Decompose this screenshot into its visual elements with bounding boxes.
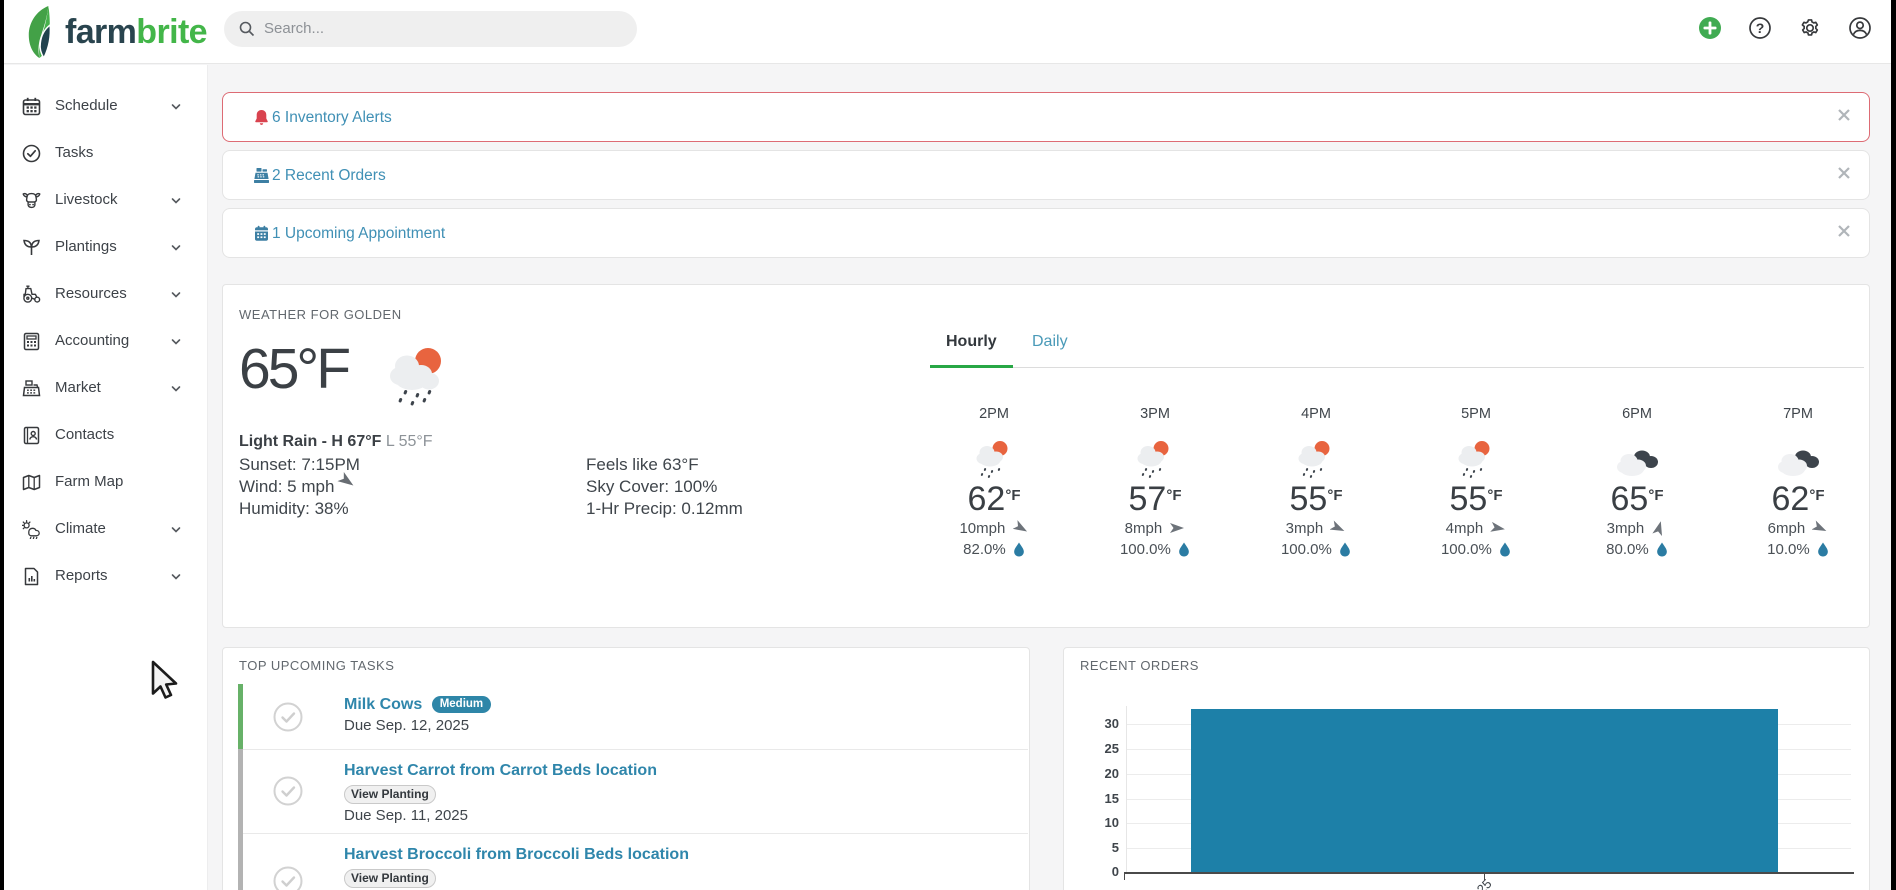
- svg-text:?: ?: [1756, 20, 1765, 36]
